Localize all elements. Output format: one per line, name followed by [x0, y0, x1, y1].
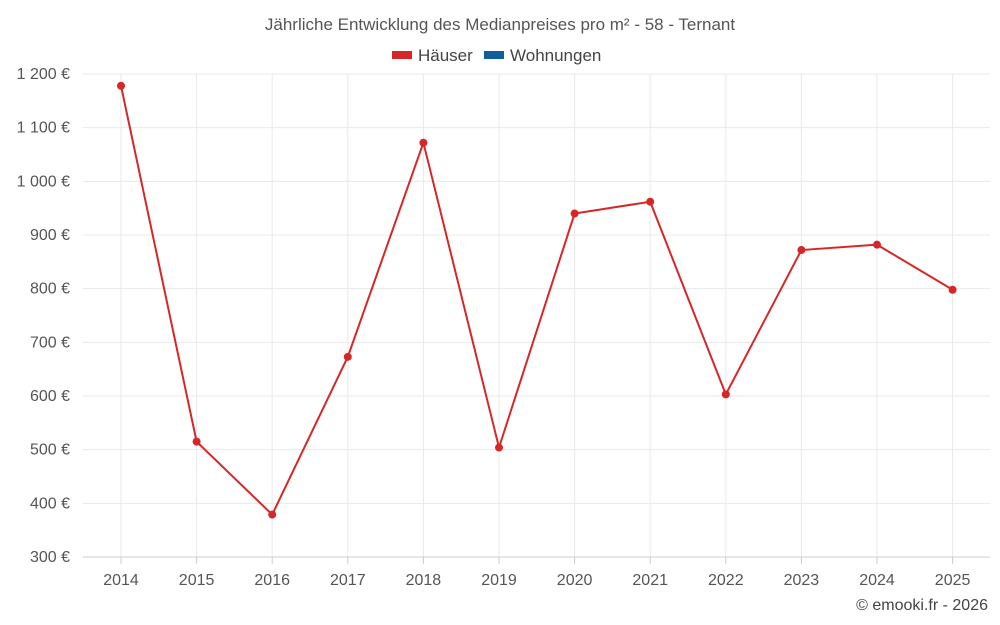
credit-text: © emooki.fr - 2026 [856, 597, 988, 614]
x-tick-label: 2017 [330, 572, 366, 589]
y-tick-label: 300 € [30, 549, 70, 566]
x-tick-label: 2019 [481, 572, 517, 589]
y-tick-label: 700 € [30, 334, 70, 351]
axes: 300 € 400 € 500 € 600 € 700 € 800 € 900 € 1 000… [17, 66, 990, 589]
chart-title: Jährliche Entwicklung des Medianpreises … [265, 15, 736, 34]
x-tick-label: 2018 [406, 572, 442, 589]
data-point[interactable] [570, 209, 579, 218]
legend-label-wohnungen[interactable]: Wohnungen [510, 46, 601, 65]
y-tick-label: 400 € [30, 495, 70, 512]
x-tick-label: 2014 [103, 572, 139, 589]
data-point[interactable] [797, 246, 806, 255]
data-point[interactable] [268, 510, 277, 519]
data-point[interactable] [873, 240, 881, 249]
series-haeuser [117, 81, 957, 519]
data-point[interactable] [117, 81, 125, 90]
x-tick-label: 2022 [708, 572, 744, 589]
data-point[interactable] [192, 437, 201, 446]
y-tick-label: 600 € [30, 388, 70, 405]
series-line [120, 85, 954, 517]
x-tick-label: 2021 [632, 572, 668, 589]
legend-label-haeuser[interactable]: Häuser [418, 46, 473, 65]
data-point[interactable] [495, 443, 503, 452]
x-tick-label: 2024 [859, 572, 895, 589]
data-point[interactable] [948, 285, 957, 294]
y-tick-label: 900 € [30, 227, 70, 244]
data-point[interactable] [419, 138, 428, 147]
y-tick-label: 1 000 € [17, 173, 70, 190]
x-tick-label: 2023 [784, 572, 820, 589]
x-tick-label: 2020 [557, 572, 593, 589]
y-tick-label: 1 200 € [17, 66, 70, 83]
x-tick-label: 2016 [254, 572, 290, 589]
data-point[interactable] [721, 390, 730, 399]
y-tick-label: 500 € [30, 442, 70, 459]
grid [83, 73, 990, 558]
legend-swatch-wohnungen [484, 51, 504, 59]
data-point[interactable] [343, 352, 352, 361]
data-point[interactable] [646, 197, 655, 206]
x-tick-label: 2015 [179, 572, 215, 589]
legend[interactable]: Häuser Wohnungen [392, 46, 601, 65]
y-tick-label: 800 € [30, 281, 70, 298]
legend-swatch-haeuser [392, 51, 412, 59]
x-tick-label: 2025 [935, 572, 971, 589]
y-tick-label: 1 100 € [17, 120, 70, 137]
